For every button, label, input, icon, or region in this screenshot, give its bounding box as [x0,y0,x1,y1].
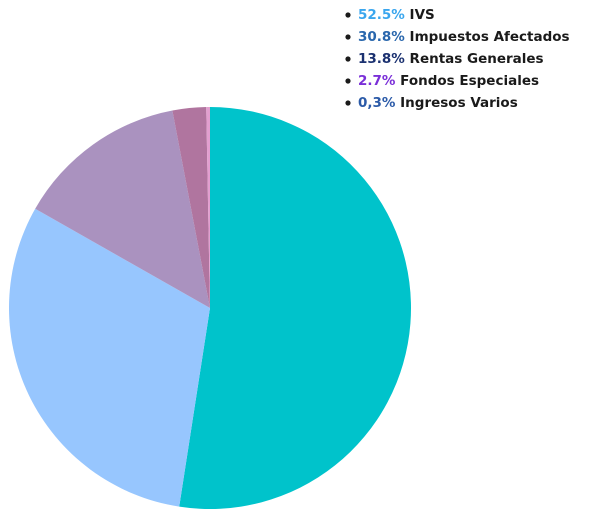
legend-bullet [345,56,351,62]
legend-label: Fondos Especiales [400,73,539,89]
pie-slice [172,107,210,308]
legend-entry: 52.5% IVS [358,7,435,23]
legend-entry: 0,3% Ingresos Varios [358,95,518,111]
legend-entry: 30.8% Impuestos Afectados [358,29,570,45]
pie-slice [35,110,210,308]
legend-label: Rentas Generales [410,51,544,67]
legend-value: 2.7% [358,73,396,89]
legend-bullet [345,78,351,84]
legend-value: 0,3% [358,95,396,111]
legend-label: IVS [410,7,435,23]
legend-value: 13.8% [358,51,405,67]
legend-label: Ingresos Varios [400,95,518,111]
legend-bullet [345,12,351,18]
legend-entry: 13.8% Rentas Generales [358,51,544,67]
pie-slice [9,208,210,507]
legend-label: Impuestos Afectados [410,29,570,45]
legend-bullet [345,100,351,106]
pie-slice [206,107,210,308]
legend-value: 30.8% [358,29,405,45]
pie-slice [179,107,411,509]
legend-bullet [345,34,351,40]
legend-entry: 2.7% Fondos Especiales [358,73,539,89]
legend-value: 52.5% [358,7,405,23]
